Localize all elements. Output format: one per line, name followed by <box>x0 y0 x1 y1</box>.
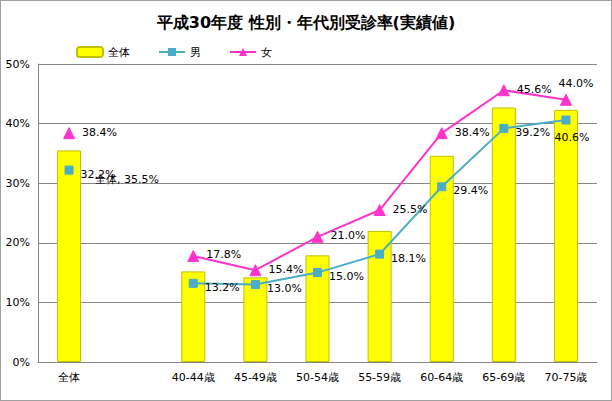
svg-text:55-59歳: 55-59歳 <box>358 371 401 384</box>
svg-text:男: 男 <box>190 46 201 59</box>
svg-text:45.6%: 45.6% <box>517 83 552 96</box>
svg-text:全体: 全体 <box>58 371 80 384</box>
svg-text:40%: 40% <box>6 117 30 130</box>
svg-text:29.4%: 29.4% <box>453 184 488 197</box>
svg-text:32.2%: 32.2% <box>81 168 116 181</box>
svg-text:全体: 全体 <box>108 46 130 59</box>
svg-text:18.1%: 18.1% <box>391 252 426 265</box>
svg-text:13.0%: 13.0% <box>267 282 302 295</box>
svg-text:15.0%: 15.0% <box>329 270 364 283</box>
svg-text:13.2%: 13.2% <box>205 281 240 294</box>
svg-text:女: 女 <box>261 46 272 59</box>
svg-text:39.2%: 39.2% <box>515 126 550 139</box>
svg-text:38.4%: 38.4% <box>455 126 490 139</box>
svg-text:38.4%: 38.4% <box>82 126 117 139</box>
svg-text:50-54歳: 50-54歳 <box>296 371 339 384</box>
svg-text:15.4%: 15.4% <box>268 263 303 276</box>
svg-text:30%: 30% <box>6 177 30 190</box>
svg-text:全体, 35.5%: 全体, 35.5% <box>95 173 159 187</box>
svg-text:70-75歳: 70-75歳 <box>544 371 587 384</box>
svg-text:60-64歳: 60-64歳 <box>420 371 463 384</box>
svg-text:40.6%: 40.6% <box>554 131 589 144</box>
svg-text:25.5%: 25.5% <box>393 203 428 216</box>
svg-text:65-69歳: 65-69歳 <box>482 371 525 384</box>
svg-text:40-44歳: 40-44歳 <box>172 371 215 384</box>
svg-text:17.8%: 17.8% <box>206 248 241 261</box>
svg-text:50%: 50% <box>6 58 30 71</box>
svg-text:21.0%: 21.0% <box>331 229 366 242</box>
svg-text:44.0%: 44.0% <box>558 77 593 90</box>
svg-text:20%: 20% <box>6 236 30 249</box>
svg-text:10%: 10% <box>6 296 30 309</box>
svg-text:0%: 0% <box>13 356 30 369</box>
svg-text:45-49歳: 45-49歳 <box>234 371 277 384</box>
svg-text:平成30年度 性別・年代別受診率(実績値): 平成30年度 性別・年代別受診率(実績値) <box>156 13 455 32</box>
